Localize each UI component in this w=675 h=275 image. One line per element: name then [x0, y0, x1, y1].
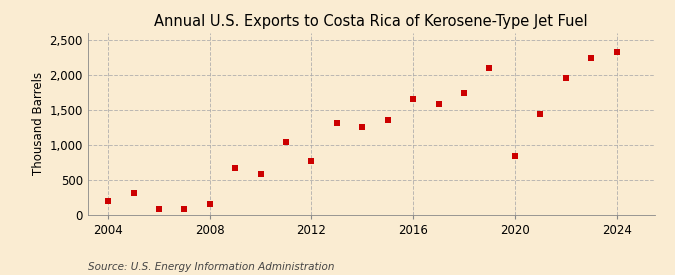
Point [255, 172, 266, 177]
Title: Annual U.S. Exports to Costa Rica of Kerosene-Type Jet Fuel: Annual U.S. Exports to Costa Rica of Ker… [155, 14, 588, 29]
Point [560, 75, 571, 80]
Point [408, 97, 418, 101]
Point [458, 90, 469, 95]
Point [382, 117, 393, 122]
Point [230, 166, 240, 170]
Point [586, 56, 597, 60]
Text: Source: U.S. Energy Information Administration: Source: U.S. Energy Information Administ… [88, 262, 334, 272]
Point [179, 207, 190, 211]
Point [306, 159, 317, 164]
Point [103, 199, 113, 204]
Point [281, 140, 292, 144]
Point [484, 66, 495, 70]
Point [128, 191, 139, 196]
Point [331, 121, 342, 126]
Point [433, 102, 444, 106]
Point [611, 50, 622, 54]
Point [357, 125, 368, 129]
Y-axis label: Thousand Barrels: Thousand Barrels [32, 72, 45, 175]
Point [153, 207, 164, 211]
Point [535, 112, 545, 117]
Point [205, 202, 215, 207]
Point [510, 154, 520, 158]
